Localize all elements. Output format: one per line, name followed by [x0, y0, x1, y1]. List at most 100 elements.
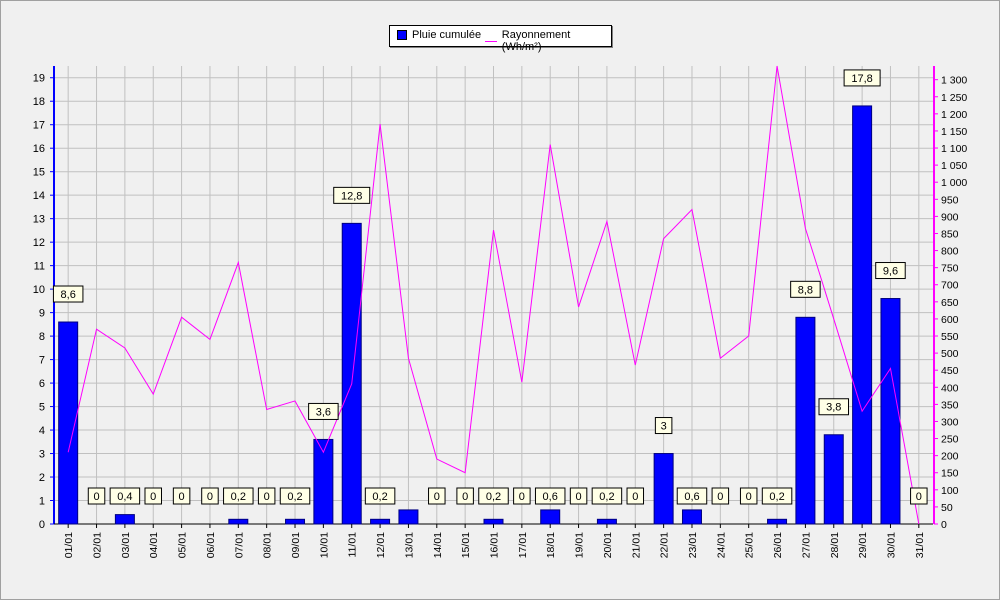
y-right-tick-label: 650	[941, 297, 959, 309]
y-left-tick-label: 1	[39, 496, 45, 508]
x-tick-label: 01/01	[63, 532, 75, 558]
data-label-box	[52, 285, 84, 303]
x-tick-label: 03/01	[120, 532, 132, 558]
y-right-tick-label: 500	[941, 348, 959, 360]
y-right-tick-label: 0	[941, 519, 947, 531]
rain-bar	[596, 518, 617, 525]
data-label-box	[223, 487, 254, 505]
x-tick-label: 04/01	[148, 532, 160, 558]
legend-item-radiation: Rayonnement (Wh/m²)	[485, 29, 611, 53]
y-right-tick-label: 1 000	[941, 177, 967, 189]
data-label-box	[428, 487, 446, 505]
data-label: 0,2	[287, 491, 302, 503]
data-label: 0,6	[543, 491, 558, 503]
x-tick-label: 08/01	[262, 532, 274, 558]
data-label: 0	[632, 491, 638, 503]
y-right-tick-label: 900	[941, 211, 959, 223]
data-label: 8,6	[61, 289, 76, 301]
rain-bar	[653, 453, 674, 525]
data-label-box	[87, 487, 106, 505]
data-label: 12,8	[341, 190, 362, 202]
x-tick-label: 02/01	[92, 532, 104, 558]
data-label-box	[569, 487, 588, 505]
y-left-tick-label: 3	[39, 449, 45, 461]
legend-line-swatch	[485, 40, 497, 42]
y-left-tick-label: 17	[33, 120, 45, 132]
data-label-box	[654, 417, 673, 435]
data-label: 0	[150, 491, 156, 503]
rain-bar	[540, 509, 561, 525]
radiation-line	[67, 65, 920, 525]
rain-bar	[823, 434, 844, 525]
data-label-box	[456, 487, 474, 505]
y-left-tick-label: 0	[39, 519, 45, 531]
y-right-tick-label: 850	[941, 228, 959, 240]
data-label-box	[910, 487, 928, 505]
rain-bar	[228, 518, 249, 525]
data-label-box	[843, 69, 881, 87]
x-tick-label: 27/01	[800, 532, 812, 558]
data-label: 0	[746, 491, 752, 503]
x-tick-label: 06/01	[205, 532, 217, 558]
rain-bar	[880, 298, 901, 525]
y-left-tick-label: 14	[33, 190, 45, 202]
rain-bar	[285, 518, 306, 525]
data-label-box	[172, 487, 191, 505]
rain-bar	[767, 518, 788, 525]
y-left-tick-label: 10	[33, 284, 45, 296]
data-label: 0	[717, 491, 723, 503]
y-right-tick-label: 1 050	[941, 160, 967, 172]
y-left-tick-label: 4	[39, 425, 45, 437]
x-tick-label: 12/01	[375, 532, 387, 558]
data-label: 0,2	[372, 491, 387, 503]
data-label-box	[257, 487, 276, 505]
data-label: 3,6	[316, 406, 331, 418]
data-label: 0,2	[486, 491, 501, 503]
y-right-tick-label: 300	[941, 416, 959, 428]
x-tick-label: 23/01	[687, 532, 699, 558]
legend-bar-swatch	[397, 30, 407, 40]
data-label-box	[333, 186, 371, 204]
x-tick-label: 26/01	[772, 532, 784, 558]
data-label: 0	[519, 491, 525, 503]
y-left-tick-label: 8	[39, 331, 45, 343]
data-label: 3,8	[826, 402, 841, 414]
y-right-tick-label: 800	[941, 246, 959, 258]
y-right-tick-label: 1 100	[941, 143, 967, 155]
y-right-tick-label: 1 200	[941, 109, 967, 121]
data-label: 0	[434, 491, 440, 503]
legend-label-rain: Pluie cumulée	[412, 29, 482, 41]
data-label: 0,2	[231, 491, 246, 503]
rain-bar	[681, 509, 702, 525]
rain-bar	[852, 105, 873, 525]
rain-bar	[114, 514, 135, 525]
x-tick-label: 19/01	[574, 532, 586, 558]
data-label-box	[308, 402, 339, 420]
data-label: 0	[207, 491, 213, 503]
x-tick-label: 14/01	[432, 532, 444, 558]
data-label-box	[279, 487, 311, 505]
data-label-box	[626, 487, 645, 505]
y-left-tick-label: 5	[39, 402, 45, 414]
x-tick-label: 24/01	[715, 532, 727, 558]
x-tick-label: 25/01	[744, 532, 756, 558]
y-right-tick-label: 100	[941, 485, 959, 497]
y-right-tick-label: 150	[941, 468, 959, 480]
data-label: 0	[179, 491, 185, 503]
x-tick-label: 28/01	[829, 532, 841, 558]
y-right-tick-label: 200	[941, 451, 959, 463]
x-tick-label: 16/01	[489, 532, 501, 558]
y-right-tick-label: 350	[941, 399, 959, 411]
y-left-tick-label: 15	[33, 167, 45, 179]
chart-legend: Pluie cumulée Rayonnement (Wh/m²)	[389, 25, 612, 53]
x-tick-label: 18/01	[545, 532, 557, 558]
data-label-box	[201, 487, 219, 505]
y-left-tick-label: 13	[33, 214, 45, 226]
data-label-box	[513, 487, 531, 505]
y-left-tick-label: 16	[33, 143, 45, 155]
data-label-box	[875, 262, 906, 280]
data-label: 3	[661, 421, 667, 433]
y-right-tick-label: 700	[941, 280, 959, 292]
rain-bar	[483, 518, 504, 525]
